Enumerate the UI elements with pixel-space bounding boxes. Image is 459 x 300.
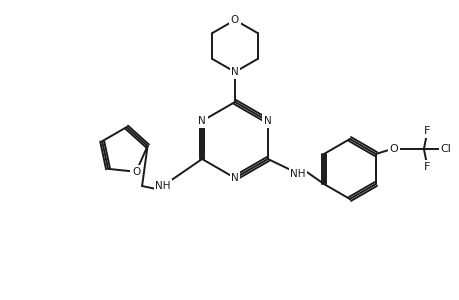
Text: N: N [263, 116, 271, 126]
Text: F: F [423, 126, 429, 136]
Text: N: N [230, 67, 238, 77]
Text: NH: NH [290, 169, 305, 179]
Text: F: F [423, 162, 429, 172]
Text: N: N [230, 173, 238, 183]
Text: O: O [230, 15, 239, 25]
Text: N: N [198, 116, 206, 126]
Text: NH: NH [155, 181, 170, 191]
Text: O: O [389, 144, 397, 154]
Text: O: O [132, 167, 140, 177]
Text: Cl: Cl [440, 144, 450, 154]
